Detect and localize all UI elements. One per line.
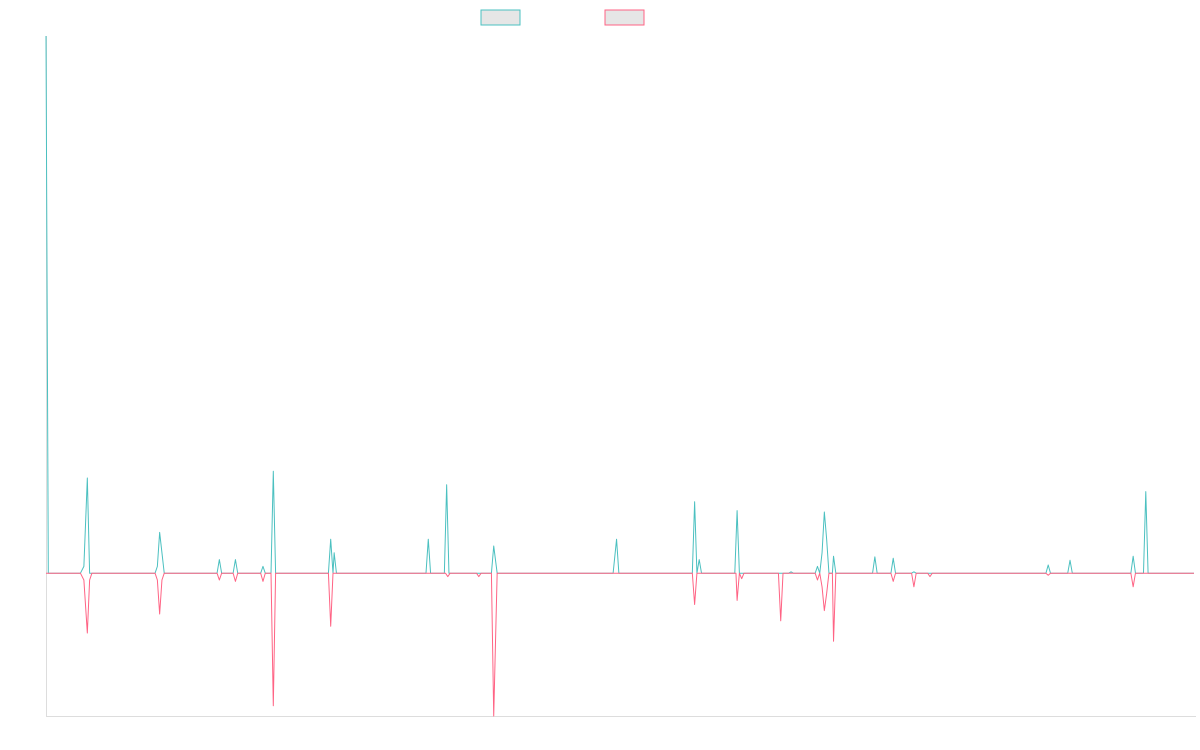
legend xyxy=(480,9,645,26)
legend-swatch-series-a[interactable] xyxy=(480,9,521,26)
legend-swatch-series-b[interactable] xyxy=(604,9,645,26)
series-line-a[interactable] xyxy=(45,35,1194,574)
plot-area xyxy=(45,35,1196,717)
series-line-b[interactable] xyxy=(46,572,1194,717)
